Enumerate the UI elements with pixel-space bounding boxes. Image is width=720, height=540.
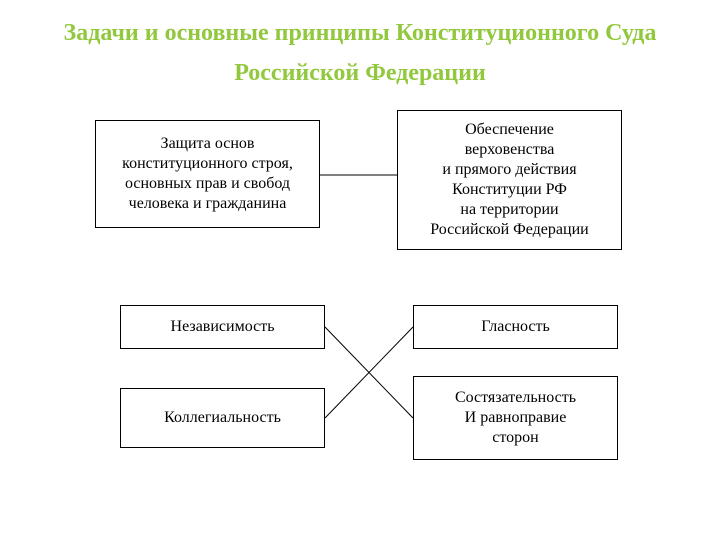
- node-text-line: основных прав и свобод: [125, 174, 290, 194]
- node-text-line: Российской Федерации: [430, 220, 588, 240]
- node-bot-left: Коллегиальность: [120, 388, 325, 448]
- node-text-line: Независимость: [171, 317, 275, 337]
- node-text-line: Обеспечение: [465, 120, 554, 140]
- node-top-left: Защита основконституционного строя,основ…: [95, 120, 320, 228]
- node-text-line: на территории: [460, 200, 558, 220]
- node-text-line: Защита основ: [161, 134, 255, 154]
- node-top-right: Обеспечениеверховенстваи прямого действи…: [397, 110, 622, 250]
- node-text-line: Конституции РФ: [452, 180, 567, 200]
- node-text-line: И равноправие: [465, 408, 567, 428]
- edge: [325, 327, 413, 418]
- diagram-canvas: Задачи и основные принципы Конституционн…: [0, 0, 720, 540]
- diagram-title-line1: Задачи и основные принципы Конституционн…: [30, 20, 690, 47]
- node-text-line: конституционного строя,: [122, 154, 293, 174]
- node-text-line: и прямого действия: [442, 160, 576, 180]
- node-text-line: человека и гражданина: [129, 194, 287, 214]
- node-mid-left: Независимость: [120, 305, 325, 349]
- node-text-line: верховенства: [465, 140, 555, 160]
- node-text-line: сторон: [492, 428, 538, 448]
- node-text-line: Состязательность: [455, 388, 576, 408]
- diagram-title-line2: Российской Федерации: [30, 60, 690, 87]
- edge: [325, 327, 413, 418]
- node-mid-right: Гласность: [413, 305, 618, 349]
- node-bot-right: СостязательностьИ равноправиесторон: [413, 376, 618, 460]
- node-text-line: Гласность: [481, 317, 550, 337]
- node-text-line: Коллегиальность: [164, 408, 281, 428]
